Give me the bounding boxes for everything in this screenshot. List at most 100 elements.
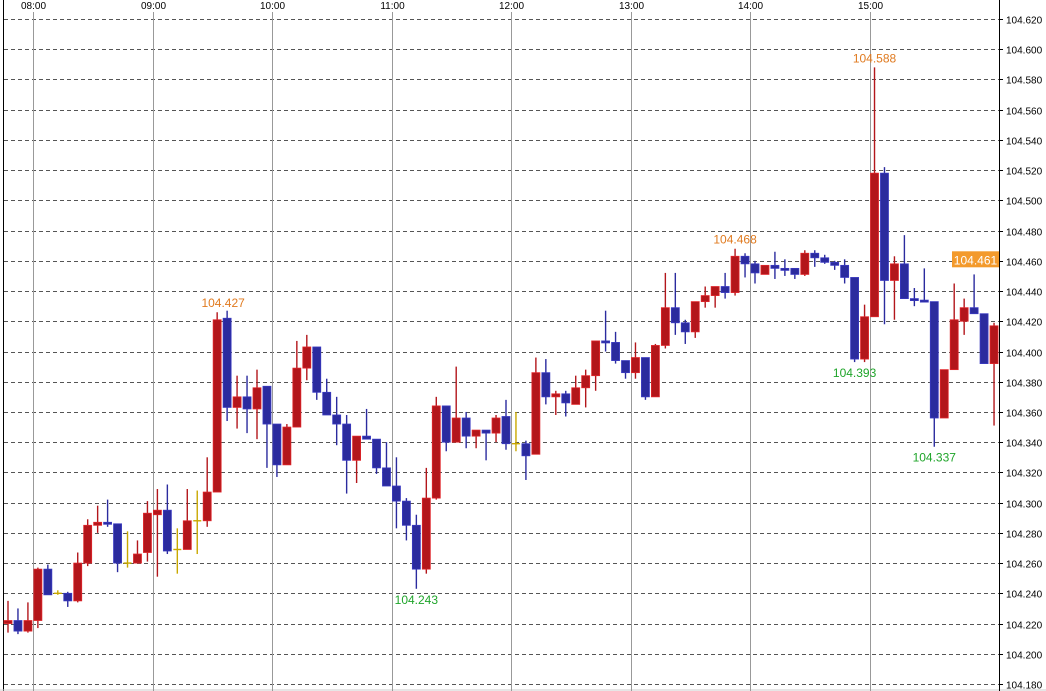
candle-body xyxy=(521,443,531,457)
candle-body xyxy=(531,372,541,455)
candle-body xyxy=(411,524,421,570)
candle xyxy=(342,414,352,494)
candle-body xyxy=(989,325,999,364)
candle xyxy=(3,600,13,633)
price-tick-label: 104.600 xyxy=(1006,46,1043,57)
candle-body xyxy=(282,426,292,466)
candle-body xyxy=(461,417,471,437)
candle-body xyxy=(561,393,571,404)
candle xyxy=(312,346,322,400)
candle xyxy=(900,235,909,300)
candle xyxy=(362,408,371,440)
candle-body xyxy=(909,298,919,302)
candle-body xyxy=(611,342,620,361)
candle xyxy=(541,359,551,405)
candle xyxy=(252,369,262,440)
candle-body xyxy=(13,620,23,632)
candle xyxy=(352,435,362,483)
time-tick-label: 10:00 xyxy=(260,1,285,12)
candle-body xyxy=(919,299,929,303)
candle xyxy=(969,274,979,315)
candle xyxy=(33,567,43,629)
candle-body xyxy=(700,295,710,303)
price-tick-label: 104.440 xyxy=(1006,288,1043,299)
candle xyxy=(43,564,53,596)
price-tick-label: 104.560 xyxy=(1006,107,1043,118)
candle xyxy=(23,602,33,633)
price-tick-label: 104.240 xyxy=(1006,590,1043,601)
candle-body xyxy=(581,375,591,389)
candle xyxy=(740,253,750,278)
price-tick-label: 104.420 xyxy=(1006,318,1043,329)
candle xyxy=(242,375,252,434)
candle xyxy=(880,167,889,325)
candle xyxy=(123,531,132,568)
candle xyxy=(710,286,720,308)
candle xyxy=(451,366,461,443)
candle-body xyxy=(392,485,401,502)
candle xyxy=(332,396,342,446)
candle xyxy=(631,342,640,379)
candle-body xyxy=(491,417,501,434)
candle-body xyxy=(152,509,162,516)
candle xyxy=(83,519,93,567)
time-axis: 08:00 09:00 10:00 11:00 12:00 13:00 14:00 15:00 xyxy=(21,1,883,12)
candle xyxy=(212,312,222,493)
price-tick-label: 104.340 xyxy=(1006,439,1043,450)
candle-body xyxy=(113,523,122,564)
candle-body xyxy=(720,286,730,293)
candle-body xyxy=(959,307,969,322)
candle-body xyxy=(232,396,242,408)
candle-body xyxy=(471,429,481,437)
candle xyxy=(690,301,700,338)
candle xyxy=(382,442,391,487)
candle xyxy=(232,375,242,429)
candle-body xyxy=(362,435,371,440)
candle xyxy=(162,484,172,555)
candle xyxy=(392,457,401,529)
candle xyxy=(202,457,212,527)
candle-body xyxy=(929,301,939,419)
candle-body xyxy=(73,562,83,602)
candle xyxy=(939,369,949,419)
candle-body xyxy=(332,414,342,425)
candle xyxy=(272,423,282,477)
price-tick-label: 104.380 xyxy=(1006,379,1043,390)
price-tick-label: 104.300 xyxy=(1006,500,1043,511)
candle xyxy=(611,331,620,364)
candle-body xyxy=(222,317,232,408)
candle xyxy=(561,390,571,417)
candle xyxy=(660,272,670,349)
candle-body xyxy=(3,620,13,624)
candle xyxy=(222,310,232,422)
candle-body xyxy=(969,307,979,315)
low-price-label: 104.337 xyxy=(913,451,957,465)
candle xyxy=(282,424,292,466)
candle-body xyxy=(631,357,640,374)
candle xyxy=(262,385,272,468)
candle-body xyxy=(750,263,760,274)
candle xyxy=(133,540,142,564)
candle xyxy=(949,283,959,371)
candle-body xyxy=(670,307,680,324)
candle-body xyxy=(860,316,869,360)
candle xyxy=(113,523,122,573)
candle-body xyxy=(133,553,142,564)
candle xyxy=(571,375,581,405)
candle xyxy=(491,414,501,443)
candle-body xyxy=(660,307,670,346)
candle-body xyxy=(63,592,73,602)
candle xyxy=(959,298,969,335)
candle xyxy=(581,369,591,408)
candle xyxy=(292,340,302,428)
candle-body xyxy=(880,172,889,281)
candle xyxy=(919,268,929,303)
candle xyxy=(909,288,919,307)
candle-body xyxy=(212,319,222,493)
candle-body xyxy=(730,255,740,293)
candle-body xyxy=(680,322,690,333)
time-tick-label: 08:00 xyxy=(21,1,46,12)
candle-body xyxy=(242,396,252,410)
candle-body xyxy=(850,277,859,360)
price-tick-label: 104.280 xyxy=(1006,530,1043,541)
